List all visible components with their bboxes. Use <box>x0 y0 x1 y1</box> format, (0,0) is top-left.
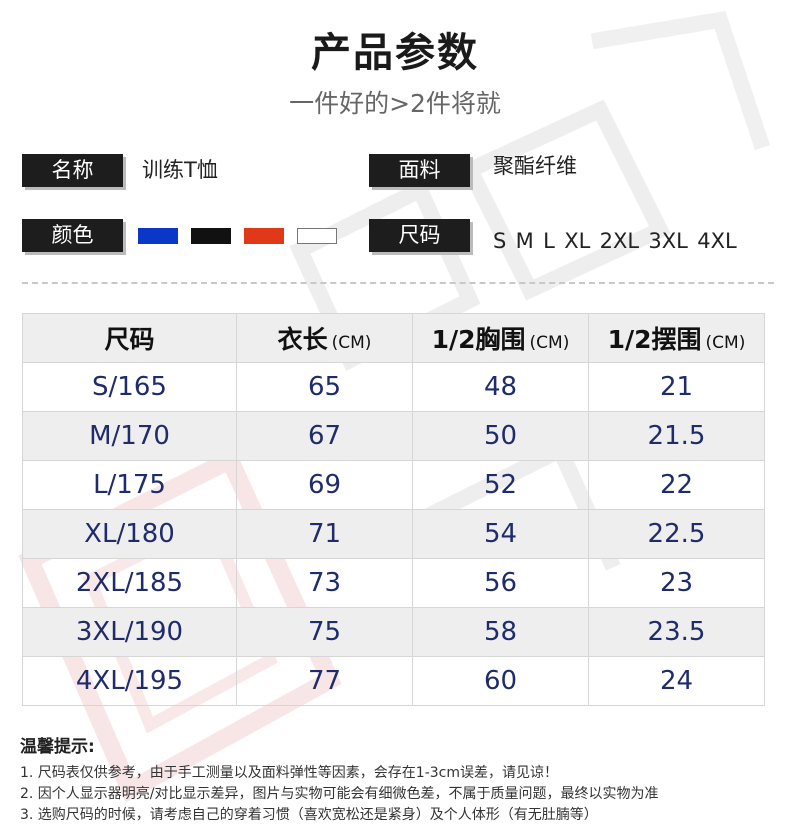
dashed-divider <box>22 282 774 284</box>
cell-hem: 23 <box>588 558 765 608</box>
cell-hem: 23.5 <box>588 607 765 657</box>
cell-length: 77 <box>236 656 413 706</box>
name-label: 名称 <box>22 154 123 187</box>
note-line: 2. 因个人显示器明亮/对比显示差异，图片与实物可能会有细微色差，不属于质量问题… <box>20 786 659 802</box>
cell-length: 75 <box>236 607 413 657</box>
size-label: 尺码 <box>369 219 470 252</box>
notes-section: 温馨提示: 1. 尺码表仅供参考，由于手工测量以及面料弹性等因素，会存在1-3c… <box>20 732 780 826</box>
color-swatch-white <box>297 228 337 244</box>
cell-hem: 24 <box>588 656 765 706</box>
header-length: 衣长 (CM) <box>236 313 413 363</box>
cell-size: XL/180 <box>22 509 237 559</box>
page-subtitle: 一件好的>2件将就 <box>289 89 501 118</box>
cell-length: 71 <box>236 509 413 559</box>
cell-size: 2XL/185 <box>22 558 237 608</box>
table-row: 3XL/190 75 58 23.5 <box>22 607 765 657</box>
cell-size: 3XL/190 <box>22 607 237 657</box>
table-row: XL/180 71 54 22.5 <box>22 509 765 559</box>
header-chest: 1/2胸围 (CM) <box>412 313 589 363</box>
header-hem: 1/2摆围 (CM) <box>588 313 765 363</box>
fabric-label: 面料 <box>369 154 470 187</box>
cell-hem: 22 <box>588 460 765 510</box>
table-header-row: 尺码 衣长 (CM) 1/2胸围 (CM) 1/2摆围 (CM) <box>22 313 765 363</box>
fabric-value: 聚酯纤维 <box>493 154 577 178</box>
cell-size: S/165 <box>22 362 237 412</box>
cell-size: 4XL/195 <box>22 656 237 706</box>
color-label: 颜色 <box>22 219 123 252</box>
note-line: 1. 尺码表仅供参考，由于手工测量以及面料弹性等因素，会存在1-3cm误差，请见… <box>20 765 559 781</box>
cell-hem: 21.5 <box>588 411 765 461</box>
table-row: L/175 69 52 22 <box>22 460 765 510</box>
table-row: M/170 67 50 21.5 <box>22 411 765 461</box>
cell-length: 73 <box>236 558 413 608</box>
cell-length: 67 <box>236 411 413 461</box>
cell-chest: 54 <box>412 509 589 559</box>
cell-chest: 60 <box>412 656 589 706</box>
name-value: 训练T恤 <box>142 158 218 182</box>
cell-chest: 48 <box>412 362 589 412</box>
cell-size: M/170 <box>22 411 237 461</box>
cell-chest: 52 <box>412 460 589 510</box>
cell-chest: 58 <box>412 607 589 657</box>
size-chart-table: 尺码 衣长 (CM) 1/2胸围 (CM) 1/2摆围 (CM) S/165 65 4… <box>22 313 765 706</box>
header-size: 尺码 <box>22 313 237 363</box>
page-title: 产品参数 <box>311 30 479 76</box>
note-line: 3. 选购尺码的时候，请考虑自己的穿着习惯（喜欢宽松还是紧身）及个人体形（有无肚… <box>20 807 598 823</box>
cell-hem: 21 <box>588 362 765 412</box>
table-row: 4XL/195 77 60 24 <box>22 656 765 706</box>
color-swatch-blue <box>138 228 178 244</box>
table-row: 2XL/185 73 56 23 <box>22 558 765 608</box>
table-row: S/165 65 48 21 <box>22 362 765 412</box>
notes-heading: 温馨提示: <box>20 737 95 757</box>
size-options: S M L XL 2XL 3XL 4XL <box>493 229 737 253</box>
cell-hem: 22.5 <box>588 509 765 559</box>
cell-chest: 56 <box>412 558 589 608</box>
cell-chest: 50 <box>412 411 589 461</box>
cell-size: L/175 <box>22 460 237 510</box>
cell-length: 65 <box>236 362 413 412</box>
color-swatch-red <box>244 228 284 244</box>
cell-length: 69 <box>236 460 413 510</box>
color-swatch-black <box>191 228 231 244</box>
